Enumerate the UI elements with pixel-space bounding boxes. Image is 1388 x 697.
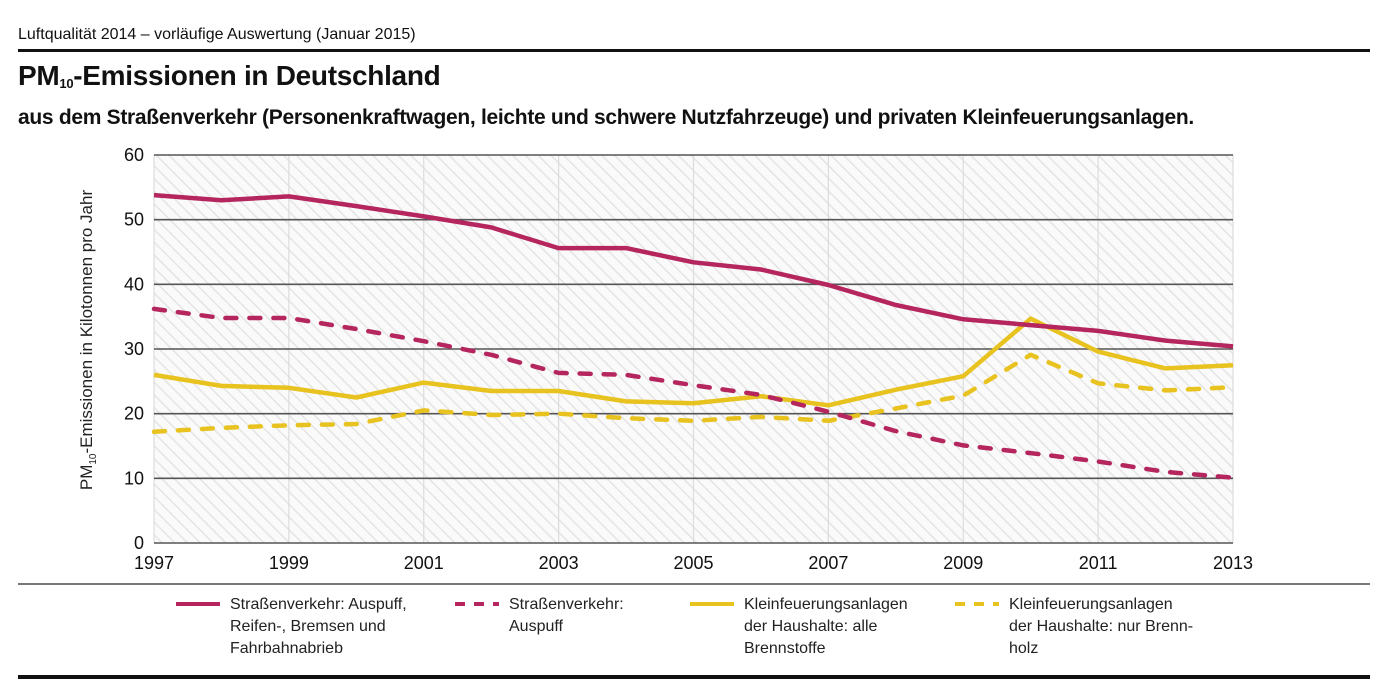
legend-item-household-wood: Kleinfeuerungsanlagen der Haushalte: nur… xyxy=(955,594,1193,660)
title-prefix: PM xyxy=(18,60,60,91)
legend-label: Straßenverkehr: Auspuff xyxy=(509,596,624,635)
legend-label: Kleinfeuerungsanlagen der Haushalte: nur… xyxy=(1009,596,1194,657)
y-label-rest: -Emissionen in Kilotonnen pro Jahr xyxy=(76,189,96,454)
y-tick-label: 60 xyxy=(124,145,144,165)
y-tick-labels: 0 10 20 30 40 50 60 xyxy=(124,145,144,553)
legend-label: Straßenverkehr: Auspuff, Reifen-, Bremse… xyxy=(230,596,407,657)
series-line-2 xyxy=(151,306,1236,480)
y-label-subscript: 10 xyxy=(88,453,100,465)
series-lines xyxy=(151,192,1236,480)
legend-label: Kleinfeuerungsanlagen der Haushalte: all… xyxy=(744,596,908,657)
x-tick-labels: 1997 1999 2001 2003 2005 2007 2009 2011 2013 xyxy=(134,553,1253,573)
x-tick-label: 1997 xyxy=(134,553,174,573)
y-tick-label: 40 xyxy=(124,274,144,294)
legend-swatch-solid-household xyxy=(690,602,734,606)
series-line-4 xyxy=(151,352,1236,435)
x-tick-label: 2005 xyxy=(673,553,713,573)
chart-subtitle: aus dem Straßenverkehr (Personenkraftwag… xyxy=(18,106,1194,129)
y-label-prefix: PM xyxy=(76,464,96,491)
y-tick-label: 10 xyxy=(124,468,144,488)
top-divider xyxy=(18,49,1370,52)
legend-item-household-all: Kleinfeuerungsanlagen der Haushalte: all… xyxy=(690,594,908,660)
horizontal-gridlines xyxy=(154,154,1233,544)
y-tick-label: 20 xyxy=(124,404,144,424)
legend-swatch-solid-road xyxy=(176,602,220,606)
legend-item-road-total: Straßenverkehr: Auspuff, Reifen-, Bremse… xyxy=(176,594,407,660)
x-tick-label: 2011 xyxy=(1079,553,1118,573)
x-tick-label: 2007 xyxy=(808,553,848,573)
legend-swatch-dashed-road xyxy=(455,602,499,606)
series-line-1 xyxy=(153,192,1234,349)
x-tick-label: 2009 xyxy=(943,553,983,573)
series-line-3 xyxy=(153,316,1234,408)
legend-top-divider xyxy=(18,583,1370,585)
title-subscript: 10 xyxy=(59,76,74,91)
title-rest: -Emissionen in Deutschland xyxy=(73,60,441,91)
x-tick-label: 1999 xyxy=(269,553,309,573)
y-tick-label: 50 xyxy=(124,210,144,230)
bottom-divider xyxy=(18,675,1370,679)
y-tick-label: 0 xyxy=(134,533,144,553)
y-tick-label: 30 xyxy=(124,339,144,359)
x-tick-label: 2001 xyxy=(404,553,444,573)
legend-item-road-exhaust: Straßenverkehr: Auspuff xyxy=(455,594,624,638)
x-tick-label: 2003 xyxy=(539,553,579,573)
line-chart: 0 10 20 30 40 50 60 1997 1999 2001 2003 2005 2007 20… xyxy=(124,145,1253,573)
x-tick-label: 2013 xyxy=(1213,553,1253,573)
report-kicker: Luftqualität 2014 – vorläufige Auswertun… xyxy=(18,26,416,43)
legend-swatch-dashed-household xyxy=(955,602,999,606)
chart-title: PM10-Emissionen in Deutschland xyxy=(18,60,441,92)
y-axis-label: PM10-Emissionen in Kilotonnen pro Jahr xyxy=(77,190,99,490)
